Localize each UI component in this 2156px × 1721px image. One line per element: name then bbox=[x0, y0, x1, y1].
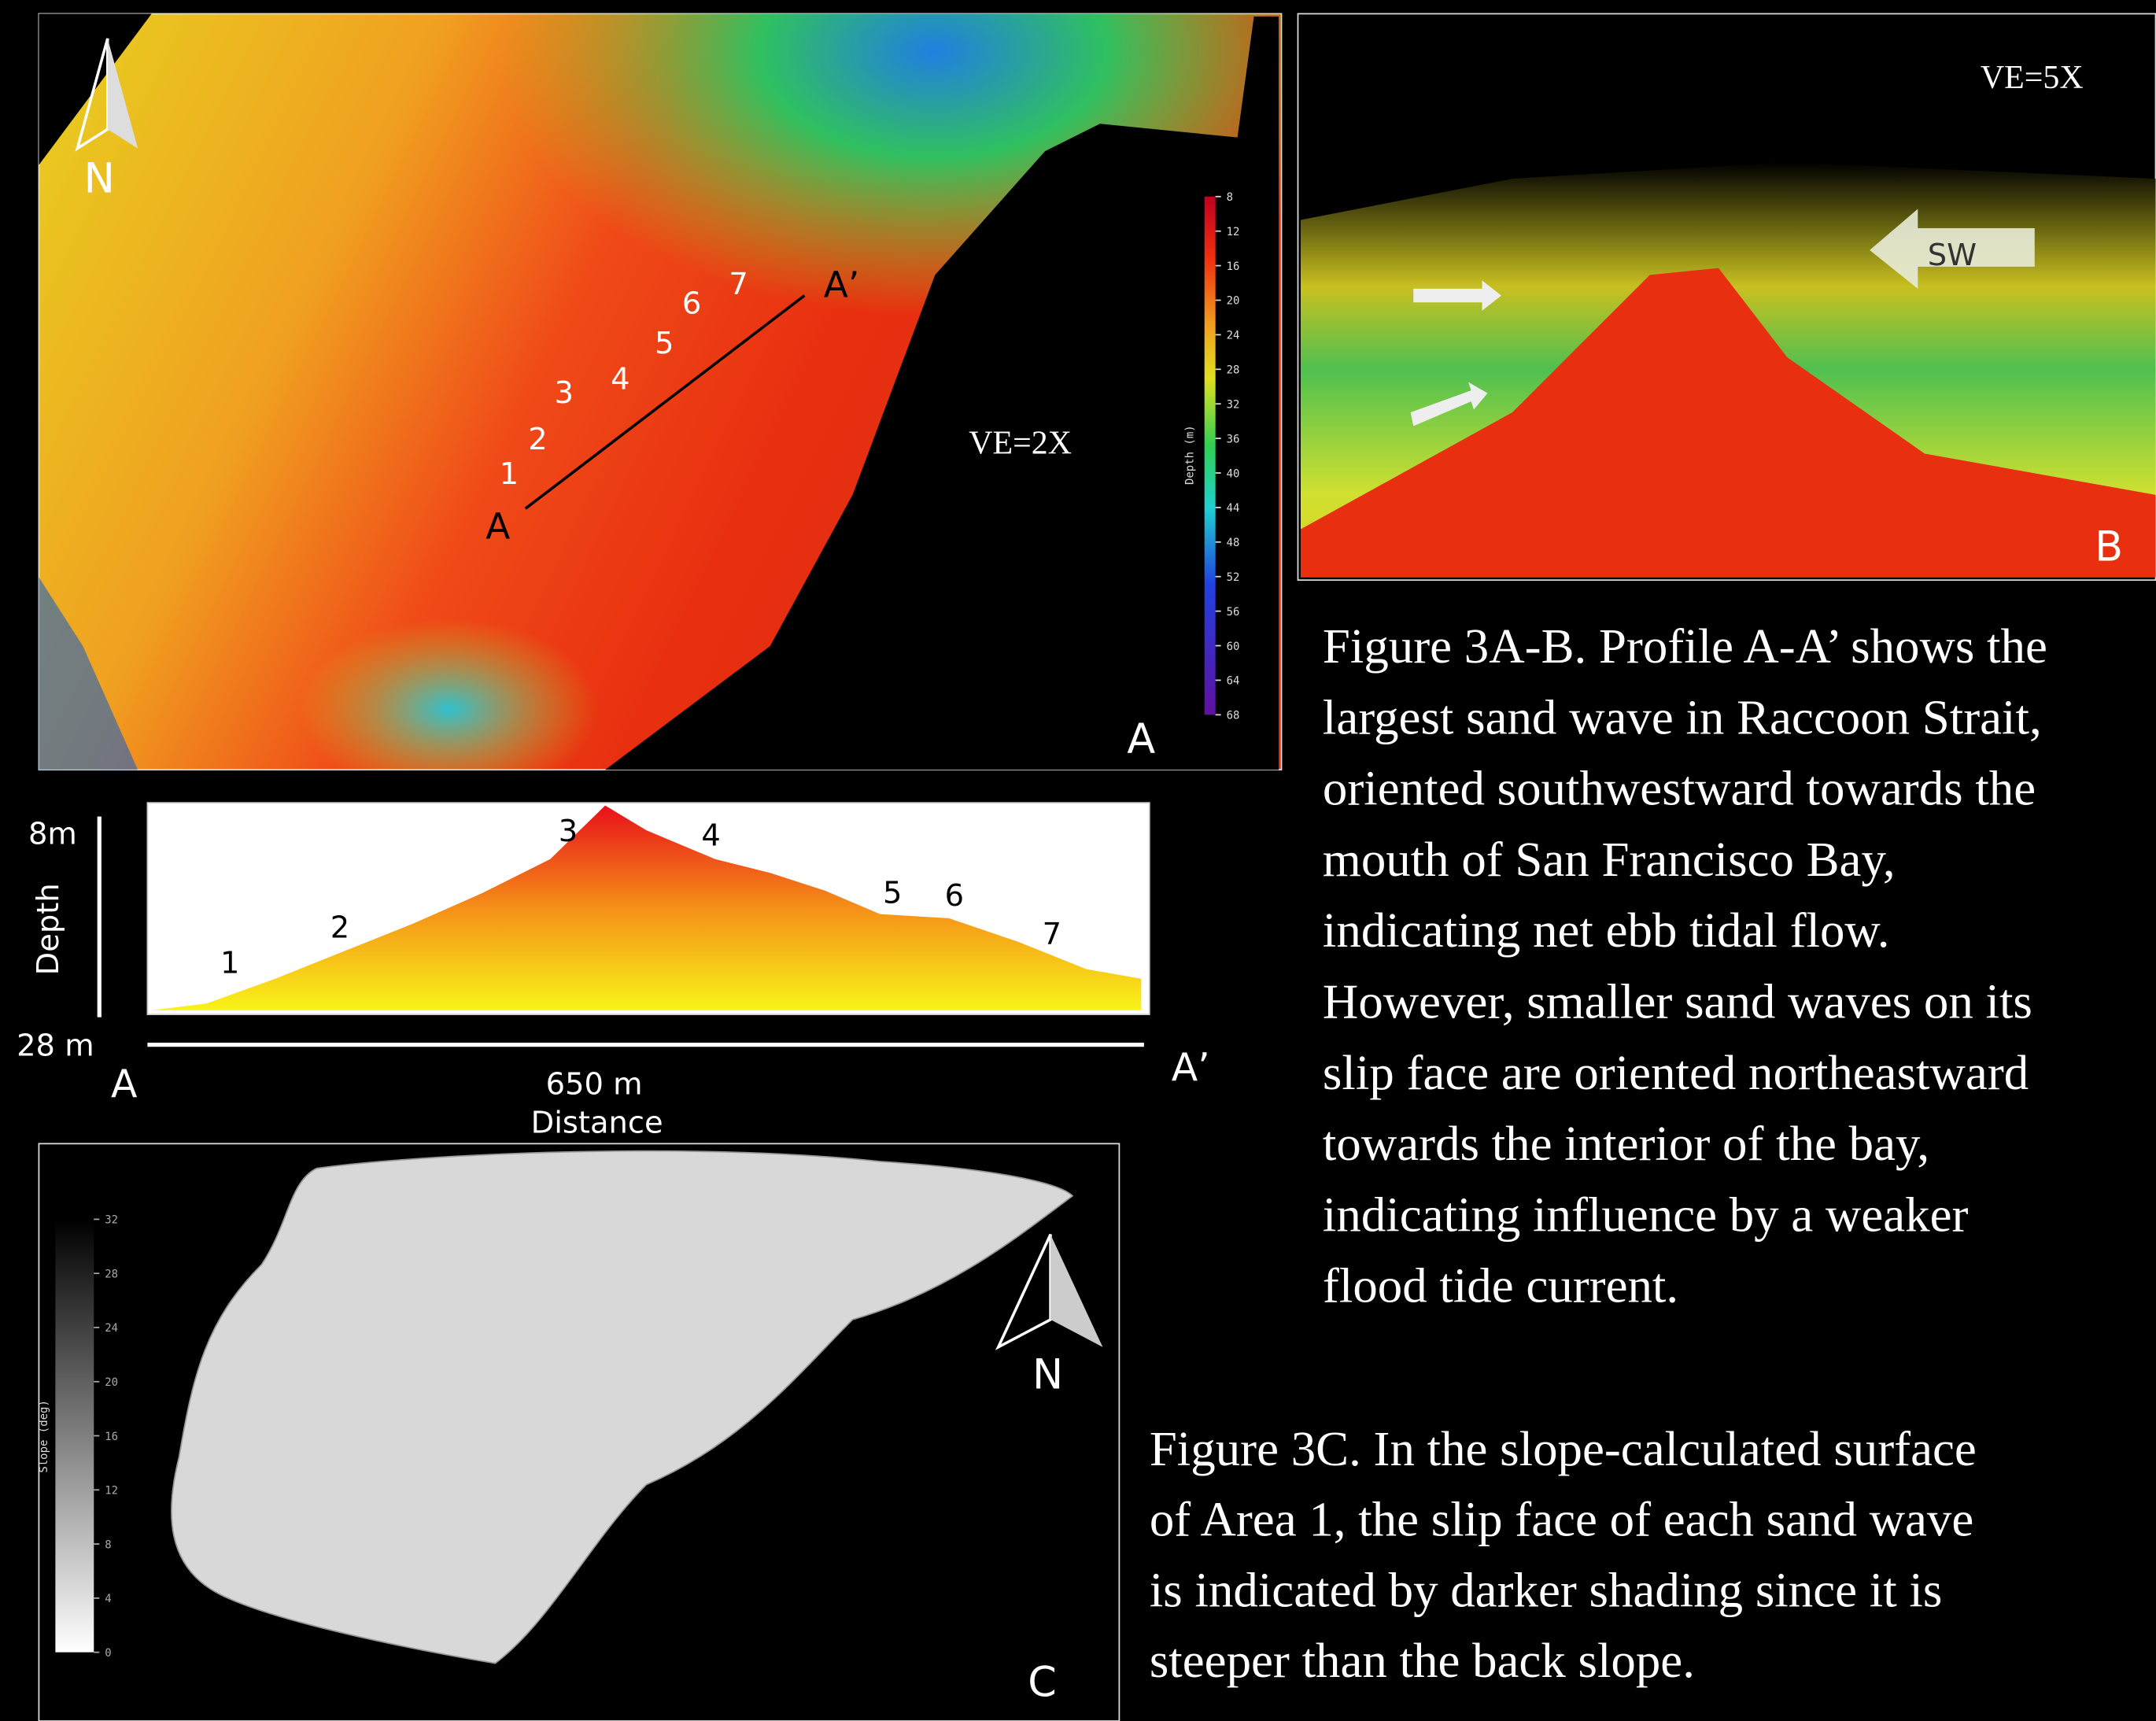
panel-label: A bbox=[1127, 715, 1155, 763]
colorbar-tick-label: 64 bbox=[1227, 675, 1240, 688]
colorbar-tick-label: 40 bbox=[1227, 467, 1240, 480]
wave-number: 7 bbox=[729, 267, 748, 302]
colorbar bbox=[1205, 197, 1216, 715]
colorbar-tick-label: 44 bbox=[1227, 502, 1240, 515]
colorbar-title: Slope (deg) bbox=[38, 1400, 50, 1473]
vertical-exaggeration: VE=5X bbox=[1981, 60, 2084, 96]
colorbar-tick-label: 28 bbox=[1227, 364, 1240, 377]
caption-line: flood tide current. bbox=[1323, 1258, 1678, 1313]
colorbar-tick-label: 16 bbox=[105, 1431, 118, 1443]
wave-number: 7 bbox=[1043, 917, 1061, 952]
wave-number: 4 bbox=[701, 818, 720, 853]
profile-end: A’ bbox=[1172, 1045, 1210, 1090]
wave-number: 2 bbox=[528, 422, 547, 457]
depth-bottom: 28 m bbox=[17, 1029, 94, 1064]
colorbar-tick-label: 12 bbox=[105, 1485, 118, 1498]
colorbar-tick-label: 32 bbox=[105, 1214, 118, 1227]
colorbar-tick-label: 28 bbox=[105, 1268, 118, 1280]
panel-b: SW VE=5X B bbox=[1298, 13, 2155, 580]
colorbar-tick-label: 16 bbox=[1227, 260, 1240, 273]
page: { "panel_a": { "label": "A", "north": "N… bbox=[0, 0, 2156, 1721]
colorbar-title: Depth (m) bbox=[1184, 425, 1197, 485]
depth-top: 8m bbox=[28, 817, 77, 852]
caption-c: Figure 3C. In the slope-calculated surfa… bbox=[1150, 1421, 1977, 1688]
vertical-exaggeration: VE=2X bbox=[969, 425, 1072, 461]
wave-number: 1 bbox=[500, 456, 519, 492]
distance-value: 650 m bbox=[546, 1066, 643, 1102]
caption-line: However, smaller sand waves on its bbox=[1323, 974, 2032, 1029]
colorbar-tick-label: 4 bbox=[105, 1593, 111, 1605]
profile-end: A’ bbox=[824, 264, 860, 305]
wave-number: 5 bbox=[883, 876, 902, 911]
colorbar-tick-label: 0 bbox=[105, 1647, 111, 1660]
wave-number: 4 bbox=[611, 361, 629, 397]
flow-arrow-label: SW bbox=[1928, 238, 1977, 273]
caption-line: of Area 1, the slip face of each sand wa… bbox=[1150, 1492, 1973, 1547]
panel-label: B bbox=[2095, 523, 2123, 571]
colorbar-tick-label: 24 bbox=[105, 1322, 118, 1335]
north-label: N bbox=[84, 155, 115, 203]
caption-line: steeper than the back slope. bbox=[1150, 1633, 1695, 1688]
colorbar-tick-label: 36 bbox=[1227, 433, 1240, 445]
colorbar-tick-label: 32 bbox=[1227, 398, 1240, 411]
north-label: N bbox=[1032, 1350, 1063, 1398]
caption-line: oriented southwestward towards the bbox=[1323, 761, 2036, 816]
profile: 1 2 3 4 5 6 7 8m 28 m Depth A A’ 650 m Distanc… bbox=[17, 803, 1210, 1140]
colorbar-tick-label: 60 bbox=[1227, 641, 1240, 653]
colorbar-tick-label: 20 bbox=[105, 1376, 118, 1389]
figure: N A A’ 1234567 VE=2X A Depth (m) 8121620… bbox=[0, 0, 2156, 1721]
caption-line: mouth of San Francisco Bay, bbox=[1323, 832, 1896, 887]
wave-number: 5 bbox=[655, 326, 674, 361]
wave-number: 1 bbox=[220, 946, 239, 981]
colorbar-tick-label: 8 bbox=[1227, 191, 1233, 204]
colorbar-tick-label: 24 bbox=[1227, 330, 1240, 342]
caption-ab: Figure 3A-B. Profile A-A’ shows the large… bbox=[1323, 619, 2047, 1313]
wave-number: 3 bbox=[554, 375, 573, 411]
caption-line: Figure 3C. In the slope-calculated surfa… bbox=[1150, 1421, 1977, 1476]
colorbar-tick-label: 48 bbox=[1227, 537, 1240, 549]
caption-line: is indicated by darker shading since it … bbox=[1150, 1562, 1943, 1617]
caption-line: towards the interior of the bay, bbox=[1323, 1116, 1929, 1171]
wave-number: 3 bbox=[559, 814, 578, 849]
x-axis-title: Distance bbox=[531, 1105, 663, 1140]
caption-line: indicating net ebb tidal flow. bbox=[1323, 903, 1890, 958]
caption-line: Figure 3A-B. Profile A-A’ shows the bbox=[1323, 619, 2047, 674]
colorbar-tick-label: 68 bbox=[1227, 710, 1240, 722]
panel-c: Slope (deg) 0 4 8 12 16 20 24 28 32 N C bbox=[38, 1143, 1120, 1721]
colorbar-tick-label: 52 bbox=[1227, 571, 1240, 584]
wave-number: 6 bbox=[945, 878, 964, 914]
colorbar bbox=[55, 1219, 94, 1652]
profile-start: A bbox=[111, 1062, 138, 1106]
caption-line: slip face are oriented northeastward bbox=[1323, 1045, 2029, 1100]
caption-line: largest sand wave in Raccoon Strait, bbox=[1323, 689, 2042, 744]
y-axis-title: Depth bbox=[31, 883, 66, 975]
colorbar-tick-label: 20 bbox=[1227, 295, 1240, 308]
caption-line: indicating influence by a weaker bbox=[1323, 1187, 1969, 1242]
profile-start: A bbox=[485, 506, 510, 548]
wave-number: 6 bbox=[682, 286, 701, 321]
colorbar-tick-label: 8 bbox=[105, 1538, 111, 1551]
colorbar-tick-label: 56 bbox=[1227, 606, 1240, 619]
wave-number: 2 bbox=[330, 910, 349, 945]
colorbar-tick-label: 12 bbox=[1227, 226, 1240, 238]
panel-label: C bbox=[1028, 1659, 1057, 1707]
